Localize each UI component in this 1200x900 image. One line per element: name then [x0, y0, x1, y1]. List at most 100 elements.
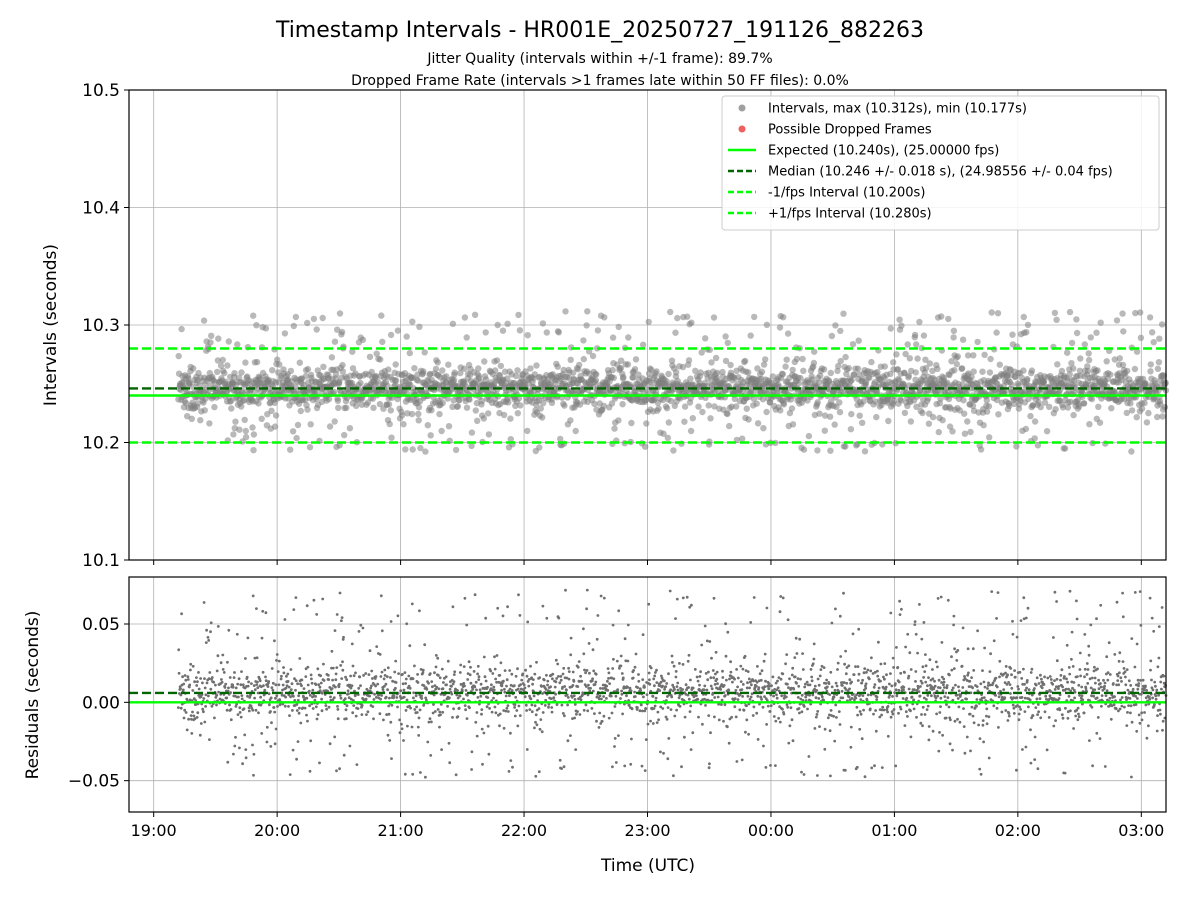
interval-point [415, 417, 422, 424]
residual-point [862, 671, 866, 675]
interval-point [591, 400, 598, 408]
residual-point [571, 670, 575, 674]
residual-point [564, 588, 567, 592]
interval-point [385, 401, 393, 408]
interval-point [468, 429, 476, 436]
residual-point [606, 689, 610, 692]
interval-point [1133, 414, 1140, 421]
residual-point [711, 669, 715, 672]
residual-point [641, 633, 645, 637]
interval-point [707, 415, 714, 422]
residual-point [749, 621, 753, 624]
residual-point [818, 674, 822, 678]
interval-point [1128, 448, 1135, 455]
interval-point [201, 407, 208, 414]
residual-point [540, 685, 543, 688]
residual-point [187, 717, 191, 721]
residual-point [914, 670, 918, 673]
residual-point [812, 657, 816, 661]
residual-point [428, 672, 432, 675]
residual-point [611, 623, 615, 627]
residual-point [495, 654, 499, 657]
interval-point [938, 313, 945, 320]
interval-point [820, 366, 828, 373]
residual-point [191, 664, 195, 668]
residual-point [923, 713, 927, 716]
residual-point [466, 693, 469, 697]
interval-point [296, 359, 303, 366]
residual-point [824, 682, 828, 685]
residual-point [825, 685, 829, 689]
residual-point [494, 711, 498, 715]
interval-point [1146, 314, 1154, 321]
legend-entry-label: Possible Dropped Frames [768, 123, 932, 138]
residual-point [686, 659, 690, 663]
residual-point [520, 678, 524, 682]
residual-point [535, 660, 538, 664]
residual-point [452, 707, 455, 711]
residual-point [774, 764, 777, 767]
residual-point [907, 674, 911, 678]
residual-point [189, 668, 192, 672]
interval-point [618, 357, 625, 364]
residual-point [746, 681, 749, 685]
residual-point [405, 698, 409, 702]
residual-point [430, 680, 434, 683]
residual-point [606, 667, 610, 670]
residual-point [720, 703, 723, 706]
residual-point [845, 681, 849, 685]
residual-point [220, 680, 224, 684]
interval-point [1116, 355, 1124, 362]
residual-point [428, 717, 432, 721]
residual-point [587, 683, 590, 687]
residual-point [229, 691, 233, 694]
residual-point [408, 644, 412, 648]
residual-point [336, 708, 340, 711]
interval-point [320, 363, 327, 370]
residual-point [386, 733, 390, 737]
residual-point [775, 696, 779, 700]
interval-point [980, 422, 987, 429]
residual-point [796, 677, 800, 680]
residual-point [255, 607, 258, 610]
residual-point [516, 667, 519, 671]
residual-point [838, 723, 842, 726]
residual-point [582, 652, 586, 656]
interval-point [861, 448, 869, 455]
residual-point [799, 677, 802, 681]
residual-point [356, 707, 360, 710]
residual-point [784, 662, 787, 666]
residual-point [415, 705, 418, 709]
residual-point [294, 596, 298, 599]
residual-point [676, 688, 680, 692]
residual-point [779, 595, 783, 598]
residual-point [885, 673, 888, 677]
residual-point [492, 688, 496, 692]
residual-point [656, 710, 660, 714]
residual-point [698, 683, 701, 687]
residual-point [697, 715, 700, 719]
interval-point [439, 399, 446, 407]
interval-point [1155, 359, 1163, 366]
interval-point [849, 341, 857, 348]
interval-point [232, 418, 239, 425]
residual-point [901, 697, 905, 700]
residual-point [701, 722, 704, 726]
residual-point [344, 708, 348, 712]
residual-point [708, 762, 711, 766]
residual-point [579, 698, 583, 702]
residual-point [926, 684, 929, 688]
interval-point [1158, 321, 1166, 328]
residual-point [642, 695, 645, 699]
residual-point [490, 683, 493, 687]
interval-point [705, 402, 712, 409]
interval-point [450, 376, 458, 384]
residual-point [462, 682, 466, 685]
residual-point [795, 681, 798, 685]
residual-point [863, 667, 867, 670]
residual-point [724, 654, 728, 658]
interval-point [325, 395, 333, 403]
residual-point [338, 767, 341, 771]
interval-point [580, 355, 587, 363]
residual-point [848, 678, 852, 682]
